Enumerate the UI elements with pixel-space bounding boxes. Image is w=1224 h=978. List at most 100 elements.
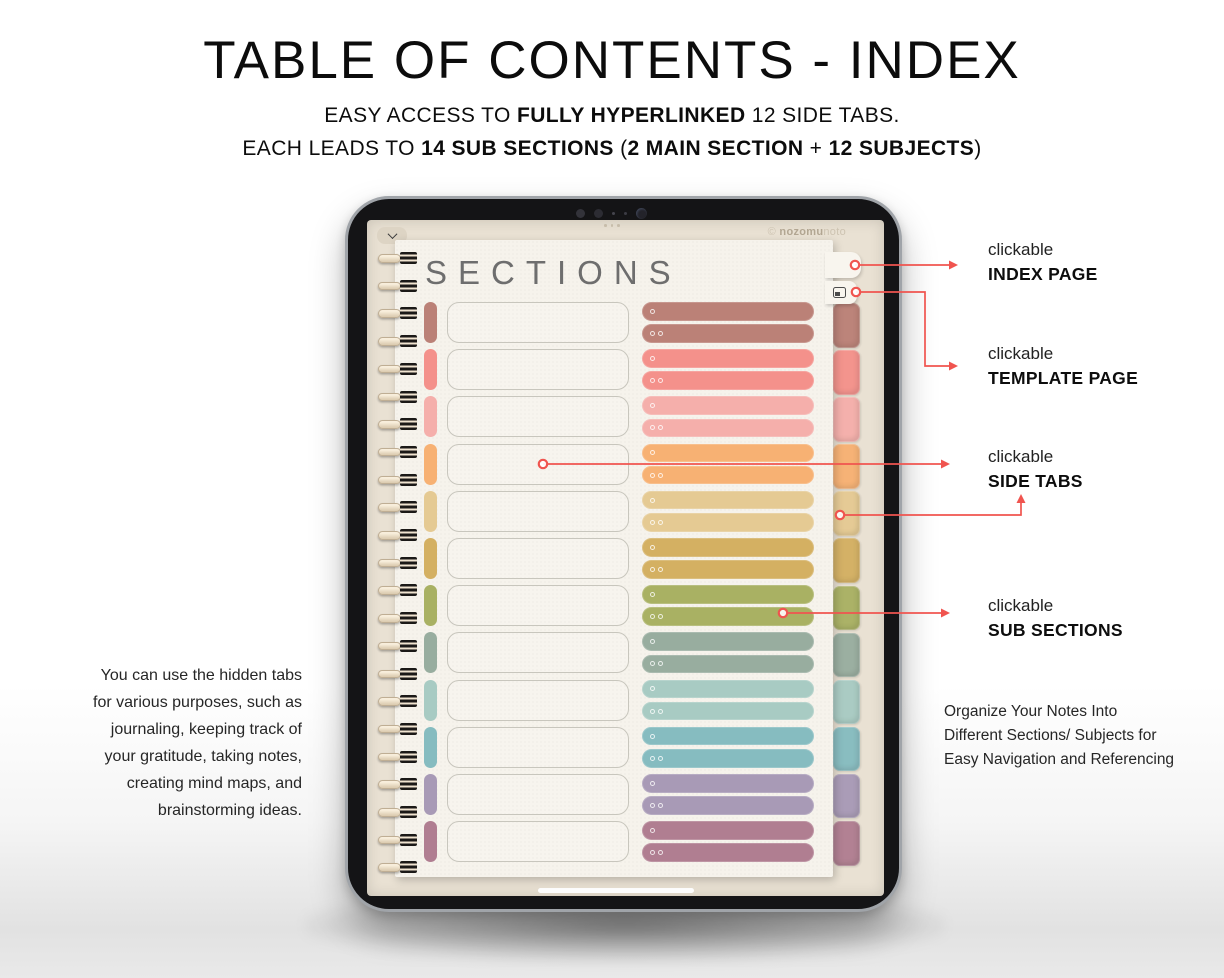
subtitle-text: ) — [974, 137, 982, 160]
link-dot-icon — [658, 614, 663, 620]
subsection-pill-main[interactable] — [642, 585, 814, 604]
section-name-box[interactable] — [447, 490, 629, 532]
link-dot-icon — [658, 708, 663, 714]
left-note-line: for various purposes, such as — [93, 694, 302, 711]
side-tab-orange[interactable] — [833, 444, 860, 489]
sub-section-group — [642, 349, 814, 391]
section-row — [395, 726, 833, 768]
subsection-pill-main[interactable] — [642, 632, 814, 652]
subtitle-bold: 14 SUB SECTIONS — [421, 137, 614, 160]
section-row — [395, 396, 833, 438]
subsection-pill-subjects[interactable] — [642, 607, 814, 627]
section-row — [395, 585, 833, 627]
spiral-ring — [378, 833, 417, 846]
side-tab-salmon[interactable] — [833, 350, 860, 395]
callout-sub-sections: clickable SUB SECTIONS — [988, 596, 1123, 641]
callout-target: TEMPLATE PAGE — [988, 368, 1139, 388]
link-dot-icon — [650, 614, 655, 620]
side-tab-sage[interactable] — [833, 632, 860, 678]
section-color-pill — [424, 302, 437, 343]
subsection-pill-main[interactable] — [642, 773, 814, 793]
section-name-box[interactable] — [447, 679, 629, 721]
side-tab-mauve[interactable] — [833, 821, 860, 866]
subsection-pill-main[interactable] — [642, 490, 814, 510]
section-name-box[interactable] — [447, 349, 629, 391]
brand-name: nozomu — [779, 226, 824, 238]
spiral-ring — [378, 445, 417, 458]
section-color-pill — [424, 726, 437, 768]
side-tab-rose-brown[interactable] — [833, 303, 860, 348]
subsection-pill-subjects[interactable] — [642, 465, 814, 485]
subsection-pill-subjects[interactable] — [642, 324, 814, 343]
callout-target: SUB SECTIONS — [988, 620, 1123, 640]
section-row — [395, 773, 833, 815]
callout-template-page: clickable TEMPLATE PAGE — [988, 344, 1138, 389]
subsection-pill-main[interactable] — [642, 443, 814, 463]
link-dot-icon — [658, 755, 663, 761]
section-name-box[interactable] — [447, 773, 629, 815]
side-tab-sand[interactable] — [833, 491, 860, 536]
spiral-ring — [378, 556, 417, 569]
subsection-pill-subjects[interactable] — [642, 654, 814, 674]
link-dot-icon — [658, 519, 663, 525]
link-dot-icon — [650, 661, 655, 667]
template-icon — [833, 287, 846, 298]
side-tab-mustard[interactable] — [833, 538, 860, 583]
subtitle-text: EACH LEADS TO — [242, 137, 422, 160]
spiral-ring — [378, 390, 417, 403]
spiral-ring — [378, 612, 417, 625]
link-dot-icon — [650, 497, 655, 503]
section-name-box[interactable] — [447, 632, 629, 674]
left-note-line: journaling, keeping track of — [110, 721, 302, 738]
subsection-pill-subjects[interactable] — [642, 513, 814, 532]
link-dot-icon — [658, 661, 663, 667]
subsection-pill-main[interactable] — [642, 396, 814, 416]
subsection-pill-main[interactable] — [642, 349, 814, 368]
index-page-tab[interactable] — [825, 252, 861, 278]
section-name-box[interactable] — [447, 302, 629, 343]
link-dot-icon — [650, 755, 655, 761]
home-indicator[interactable] — [538, 888, 694, 893]
left-note: You can use the hidden tabs for various … — [52, 662, 302, 824]
subsection-pill-subjects[interactable] — [642, 371, 814, 391]
section-name-box[interactable] — [447, 396, 629, 438]
side-tab-lavender[interactable] — [833, 773, 860, 819]
subsection-pill-main[interactable] — [642, 538, 814, 557]
notebook-page: SECTIONS — [378, 240, 833, 877]
subsection-pill-main[interactable] — [642, 302, 814, 321]
link-dot-icon — [658, 378, 663, 384]
subtitle-bold: FULLY HYPERLINKED — [517, 104, 746, 127]
subsection-pill-subjects[interactable] — [642, 560, 814, 579]
subsection-pill-subjects[interactable] — [642, 843, 814, 862]
header: TABLE OF CONTENTS - INDEX EASY ACCESS TO… — [0, 30, 1224, 161]
subsection-pill-main[interactable] — [642, 821, 814, 840]
link-dot-icon — [658, 802, 663, 808]
link-dot-icon — [650, 472, 655, 478]
side-tab-blush-pink[interactable] — [833, 397, 860, 442]
subsection-pill-main[interactable] — [642, 726, 814, 746]
sub-section-group — [642, 585, 814, 627]
subsection-pill-subjects[interactable] — [642, 796, 814, 815]
subsection-pill-subjects[interactable] — [642, 701, 814, 721]
left-note-line: You can use the hidden tabs — [100, 667, 302, 684]
sub-section-group — [642, 726, 814, 768]
link-dot-icon — [650, 733, 655, 739]
side-tab-teal[interactable] — [833, 726, 860, 772]
section-name-box[interactable] — [447, 821, 629, 863]
callout-target: INDEX PAGE — [988, 264, 1098, 284]
subsection-pill-subjects[interactable] — [642, 748, 814, 768]
section-name-box[interactable] — [447, 537, 629, 579]
section-row — [395, 349, 833, 391]
section-name-box[interactable] — [447, 726, 629, 768]
collapse-toolbar-button[interactable] — [377, 227, 407, 244]
spiral-ring — [378, 695, 417, 708]
side-tab-olive[interactable] — [833, 585, 860, 631]
subsection-pill-subjects[interactable] — [642, 418, 814, 438]
section-name-box[interactable] — [447, 585, 629, 627]
subsection-pill-main[interactable] — [642, 679, 814, 699]
template-page-tab[interactable] — [825, 281, 857, 304]
section-name-box[interactable] — [447, 443, 629, 485]
section-color-pill — [424, 396, 437, 438]
spiral-ring — [378, 307, 417, 320]
side-tab-aqua-light[interactable] — [833, 679, 860, 725]
